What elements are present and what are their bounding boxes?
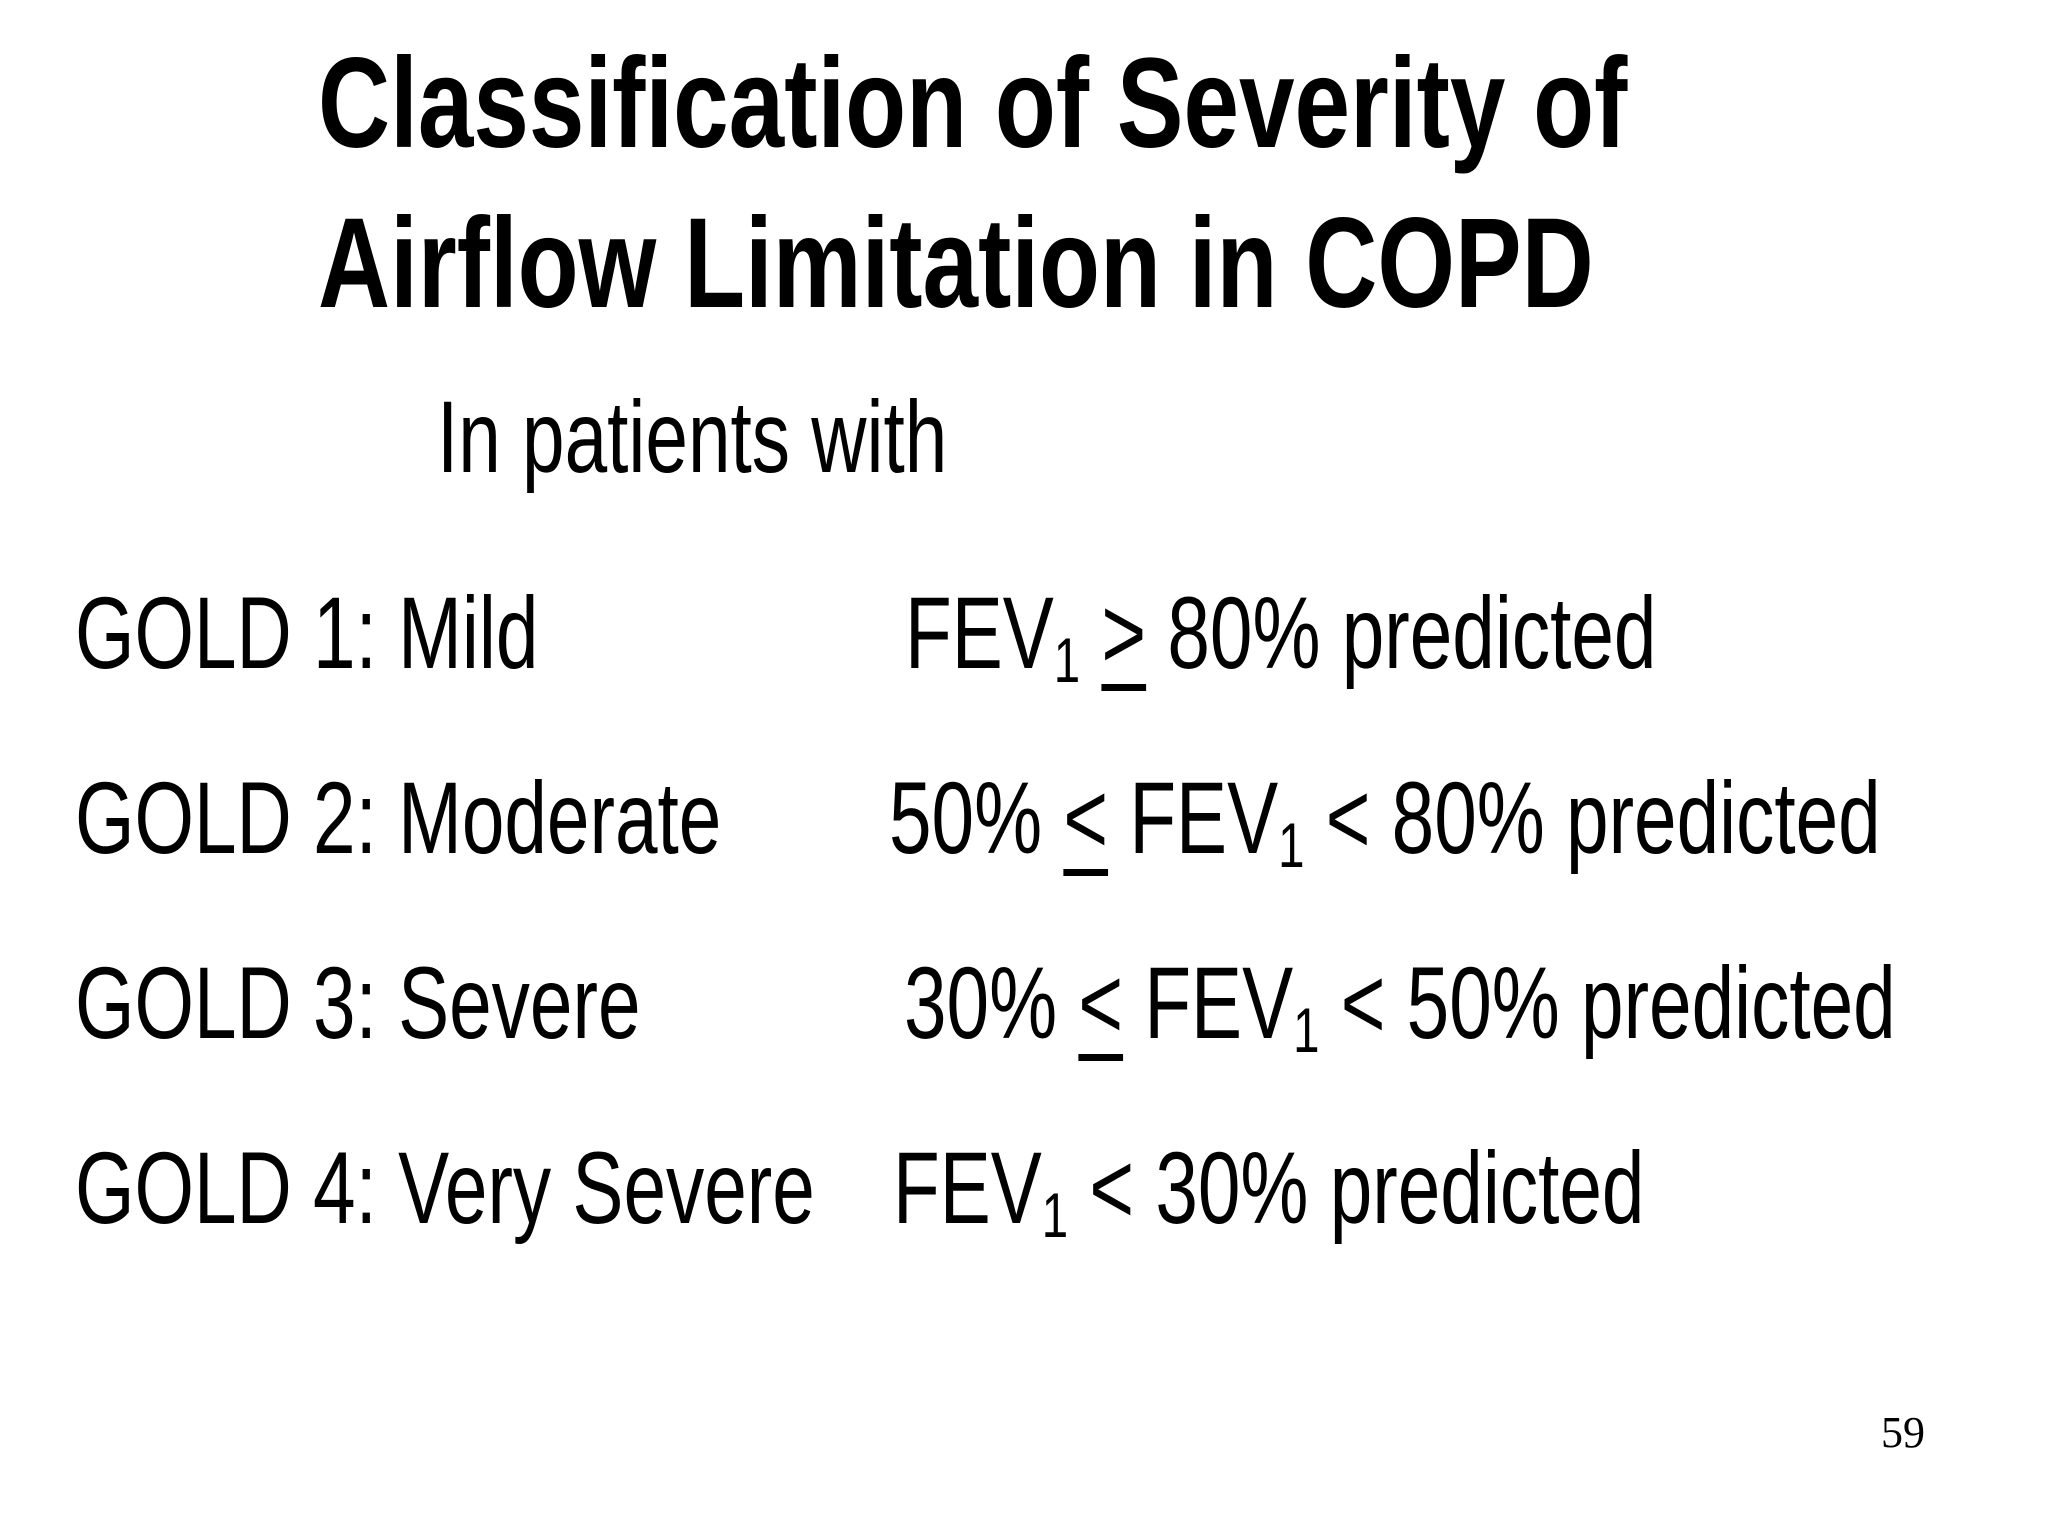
criteria-text: 30%	[904, 946, 1079, 1060]
criteria-text: < 30% predicted	[1068, 1131, 1645, 1245]
subtitle: In patients with	[437, 386, 1117, 488]
gold-row-label: GOLD 3: Severe	[75, 946, 641, 1060]
criteria-text: 80% predicted	[1146, 576, 1657, 690]
gold-row: GOLD 1: Mild FEV1 > 80% predicted	[0, 582, 2048, 712]
slide-title: Classification of Severity of Airflow Li…	[318, 24, 1997, 344]
gold-row-label: GOLD 1: Mild	[75, 576, 539, 690]
criteria-text: FEV	[893, 1131, 1042, 1245]
subtitle-text: In patients with	[437, 380, 948, 494]
underlined-operator: <	[1063, 761, 1109, 875]
gold-row-criteria: 30% < FEV1 < 50% predicted	[904, 952, 2048, 1063]
underlined-operator: <	[1078, 946, 1124, 1060]
gold-row-criteria: FEV1 > 80% predicted	[905, 582, 1907, 693]
gold-row-criteria: 50% < FEV1 < 80% predicted	[889, 767, 2048, 878]
fev1-subscript: 1	[1053, 625, 1081, 696]
fev1-subscript: 1	[1293, 995, 1320, 1066]
gold-row: GOLD 3: Severe 30% < FEV1 < 50% predicte…	[0, 952, 2048, 1082]
slide-title-line2: Airflow Limitation in COPD	[318, 192, 1594, 335]
gold-row: GOLD 4: Very Severe FEV1 < 30% predicted	[0, 1137, 2048, 1267]
slide-title-line1: Classification of Severity of	[318, 32, 1628, 175]
criteria-text: FEV	[1123, 946, 1294, 1060]
criteria-text: < 50% predicted	[1319, 946, 1896, 1060]
page-number: 59	[1881, 1408, 1925, 1457]
criteria-text: FEV	[1108, 761, 1279, 875]
gold-row: GOLD 2: Moderate 50% < FEV1 < 80% predic…	[0, 767, 2048, 897]
criteria-text: FEV	[905, 576, 1054, 690]
underlined-operator: >	[1101, 576, 1147, 690]
criteria-text	[1080, 576, 1101, 690]
gold-row-label: GOLD 2: Moderate	[75, 761, 722, 875]
fev1-subscript: 1	[1041, 1180, 1069, 1251]
criteria-text: < 80% predicted	[1304, 761, 1881, 875]
gold-row-label: GOLD 4: Very Severe	[75, 1131, 815, 1245]
criteria-text: 50%	[889, 761, 1064, 875]
fev1-subscript: 1	[1278, 810, 1305, 881]
gold-row-criteria: FEV1 < 30% predicted	[893, 1137, 1895, 1248]
